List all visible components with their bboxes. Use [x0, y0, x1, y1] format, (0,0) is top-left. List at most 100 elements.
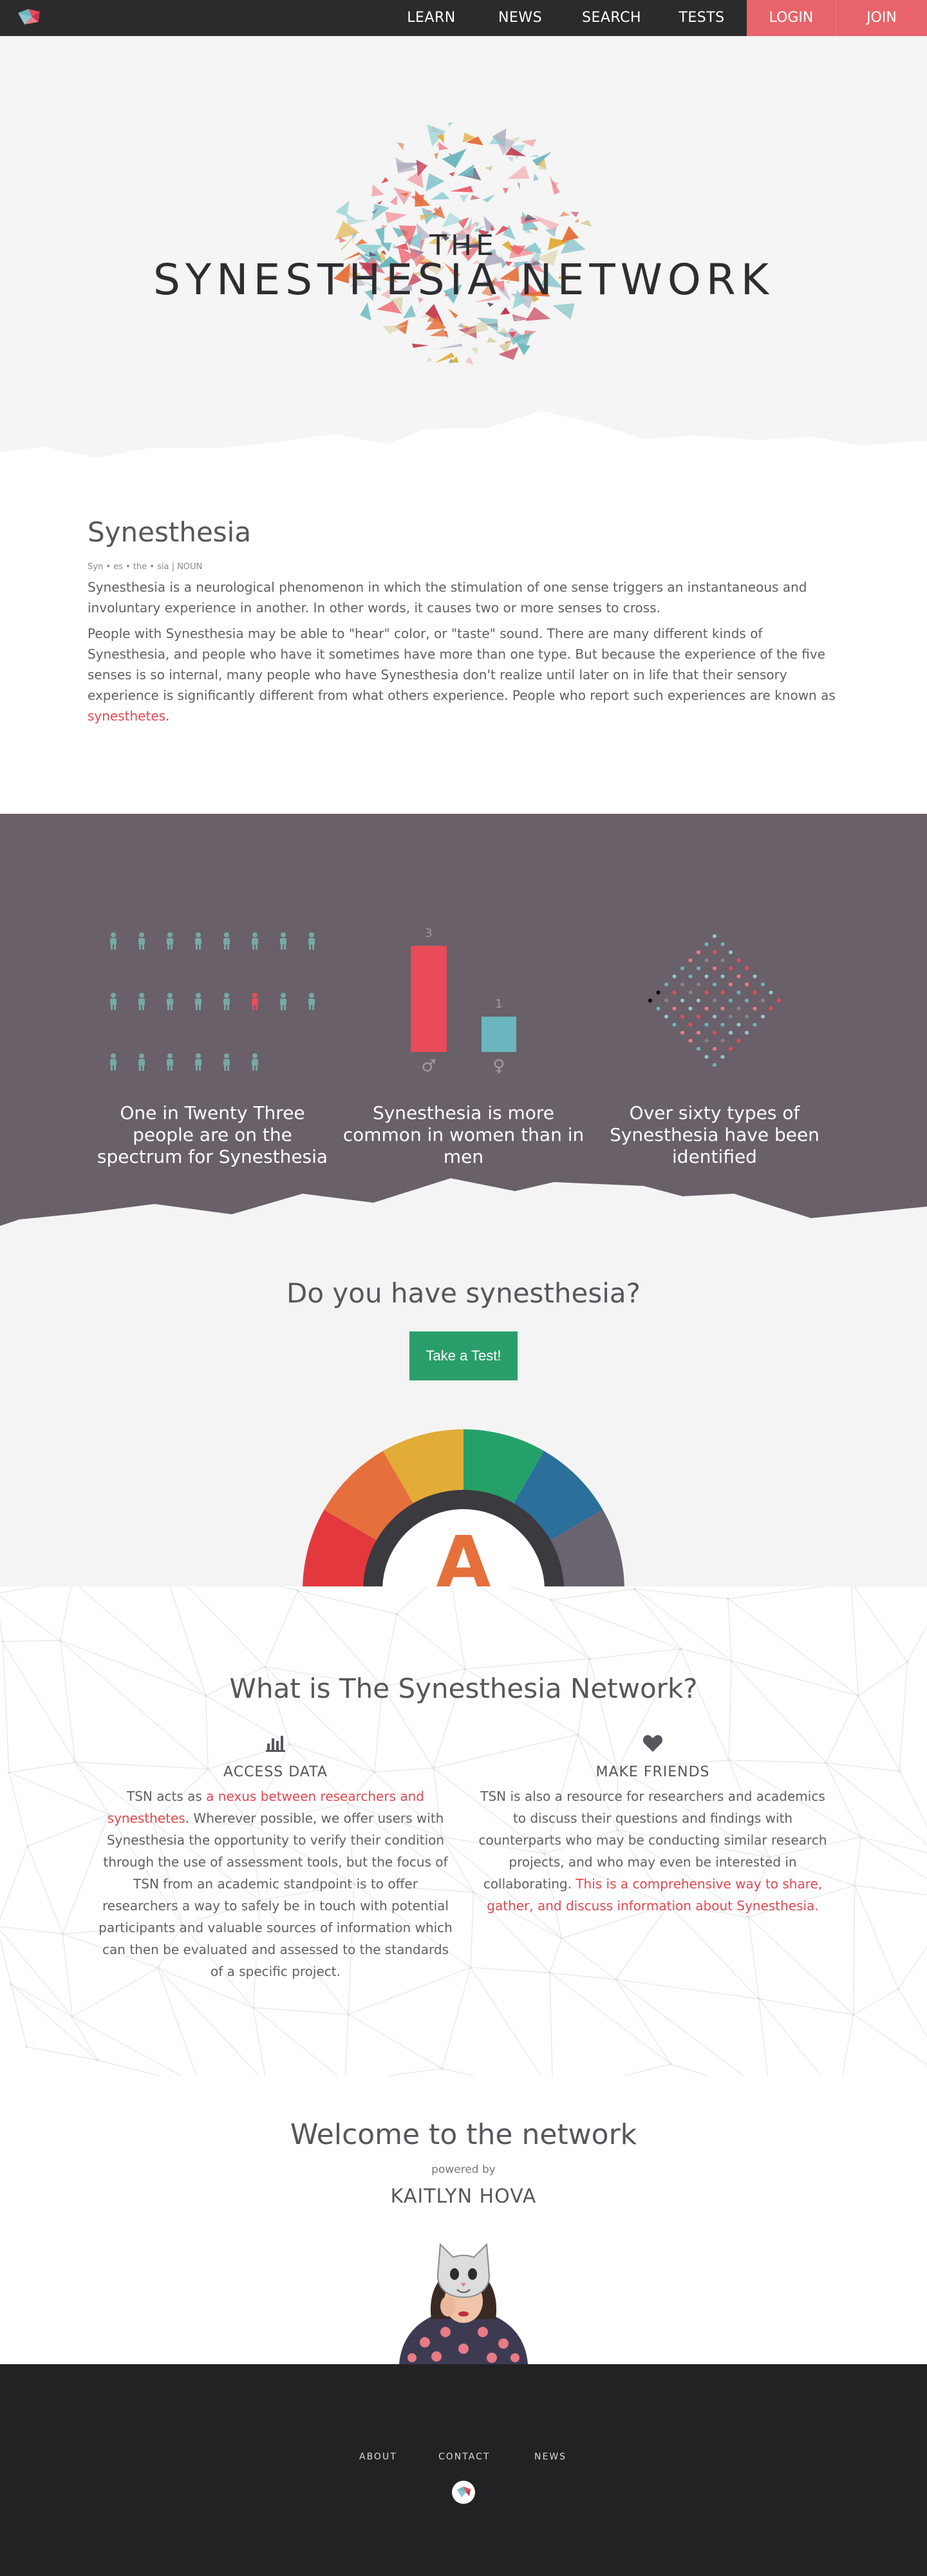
synesthesia-type-dot: [745, 1015, 749, 1019]
mesh-line: [442, 2068, 476, 2076]
footer-contact-link[interactable]: CONTACT: [438, 2452, 491, 2462]
mesh-line: [382, 1686, 434, 1769]
mesh-node: [1, 1640, 5, 1643]
person-body: [110, 999, 117, 1005]
footer-logo-icon[interactable]: [452, 2481, 475, 2504]
hero-shard: [491, 225, 495, 232]
mesh-node: [824, 1761, 828, 1765]
synesthesia-type-dot: [697, 966, 700, 970]
access-data-column: ACCESS DATA TSN acts as a nexus between …: [95, 1735, 456, 1982]
synesthesia-type-dot: [704, 1022, 709, 1027]
person-head: [224, 993, 229, 998]
synesthesia-type-dot: [688, 1039, 693, 1043]
synesthetes-link[interactable]: synesthetes: [88, 708, 166, 724]
mesh-node: [373, 1771, 376, 1774]
logo-icon[interactable]: [13, 5, 45, 31]
mesh-line: [549, 1973, 553, 2076]
footer-about-link[interactable]: ABOUT: [359, 2452, 397, 2462]
person-head: [281, 932, 286, 937]
about-paragraph-1: Synesthesia is a neurological phenomenon…: [88, 579, 807, 616]
mesh-line: [826, 1762, 900, 1772]
mesh-line: [727, 1586, 827, 1599]
person-body: [252, 1059, 258, 1066]
person-icon: [138, 1053, 145, 1071]
hero-shard: [404, 231, 422, 249]
hero-shard: [427, 357, 433, 362]
person-leg: [142, 1005, 144, 1010]
mesh-line: [62, 1933, 73, 2017]
person-head: [309, 932, 314, 937]
person-head: [224, 932, 229, 937]
synesthesia-type-dot: [697, 950, 700, 954]
nav-search[interactable]: SEARCH: [581, 10, 641, 26]
hero-shard: [487, 337, 498, 343]
mesh-line: [634, 1588, 728, 1599]
mesh-line: [451, 1586, 466, 1669]
hero-shard: [521, 290, 550, 297]
hero-shard: [385, 212, 407, 223]
footer-news-link[interactable]: NEWS: [534, 2452, 567, 2462]
author-name[interactable]: KAITLYN HOVA: [390, 2185, 537, 2208]
mesh-line: [386, 2068, 442, 2076]
mesh-line: [478, 1586, 590, 1660]
person-icon: [138, 993, 145, 1010]
synesthesia-type-dot: [736, 990, 741, 995]
person-leg: [196, 1005, 198, 1010]
person-leg: [312, 1005, 314, 1010]
person-head: [196, 993, 201, 998]
nav-news[interactable]: NEWS: [498, 10, 543, 26]
synesthesia-type-dot: [664, 982, 668, 986]
gender-symbol: ♂: [421, 1057, 436, 1076]
hero-shard: [427, 265, 445, 275]
person-leg: [139, 1005, 141, 1010]
synesthesia-type-dot: [713, 1063, 716, 1067]
mesh-node: [667, 1903, 670, 1906]
mesh-line: [473, 1892, 562, 1939]
nav-tests[interactable]: TESTS: [679, 10, 725, 26]
mesh-line: [97, 2060, 162, 2076]
login-button[interactable]: LOGIN: [747, 0, 836, 36]
mesh-node: [9, 1982, 13, 1986]
person-leg: [142, 1066, 144, 1071]
take-test-button[interactable]: Take a Test!: [409, 1331, 518, 1380]
hero-shard: [450, 185, 473, 193]
person-icon: [110, 932, 117, 950]
access-data-text: TSN acts as a nexus between researchers …: [95, 1785, 456, 1982]
stats-background: [0, 814, 927, 1226]
person-head: [139, 1053, 144, 1058]
join-button[interactable]: JOIN: [836, 0, 927, 36]
nexus-link[interactable]: a nexus between researchers and synesthe…: [107, 1789, 424, 1826]
hero-shard: [371, 184, 384, 197]
bar-value-label: 1: [495, 997, 502, 1011]
mesh-line: [825, 1695, 859, 1763]
synesthesia-type-dot: [713, 934, 716, 938]
hero-shard: [579, 220, 592, 227]
mesh-line: [0, 1846, 28, 1920]
mesh-line: [153, 1822, 261, 1901]
person-head: [167, 932, 173, 937]
make-friends-text: TSN is also a resource for researchers a…: [473, 1785, 833, 1917]
hero-shard: [502, 187, 509, 194]
powered-by-label: powered by: [431, 2163, 496, 2176]
person-leg: [309, 945, 311, 950]
mesh-line: [157, 1968, 260, 2076]
comprehensive-way-link[interactable]: This is a comprehensive way to share, ga…: [487, 1876, 823, 1913]
person-icon: [195, 932, 201, 950]
mesh-node: [431, 1766, 435, 1770]
nav-learn[interactable]: LEARN: [407, 10, 456, 26]
hero-shard: [444, 262, 461, 278]
hero-shard: [448, 122, 453, 127]
person-head: [252, 1053, 258, 1058]
person-body: [195, 999, 201, 1005]
person-leg: [256, 1066, 258, 1071]
hero-shard: [513, 332, 532, 353]
person-icon: [252, 1053, 258, 1071]
mesh-line: [72, 2016, 182, 2076]
mesh-line: [62, 1924, 183, 1935]
hero-shard: [380, 242, 392, 252]
mesh-line: [589, 1648, 681, 1660]
mesh-line: [465, 1668, 579, 1735]
stat-caption-types: Over sixty types of Synesthesia have bee…: [610, 1102, 819, 1167]
mesh-line: [668, 1904, 760, 1999]
person-leg: [171, 1005, 173, 1010]
